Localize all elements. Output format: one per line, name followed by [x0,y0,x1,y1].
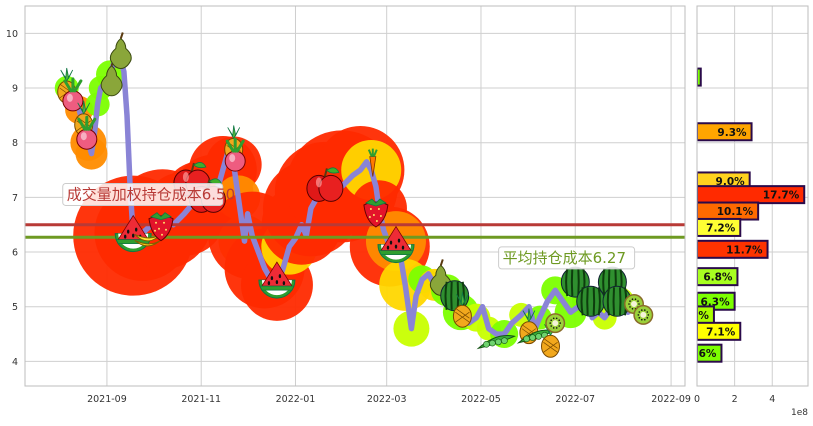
volume-bar-label: 11.7% [726,244,763,256]
volume-bar [697,122,753,142]
peapod-marker-icon [476,335,516,350]
axes-frames [24,5,809,387]
carrot-marker-icon [367,148,378,177]
watermelon-marker-icon [576,285,606,317]
y-tick-label: 8 [12,138,18,149]
side-x-tick-label: 4 [769,394,775,405]
strawberry-marker-icon [148,212,174,242]
volume-bar [697,267,739,287]
radish-marker-icon [62,77,84,112]
volume-bar-label: 17.7% [763,190,800,202]
reference-label: 成交量加权持仓成本6.50 [67,185,235,203]
side-plot-frame [696,5,809,387]
volume-profile-bars: 6.5%9.3%9.0%17.7%10.1%7.2%11.7%6.8%6.3%2… [680,67,806,363]
side-axis-multiplier: 1e8 [791,408,808,418]
radish-marker-icon [76,115,98,150]
y-tick-label: 6 [12,248,18,259]
apple-marker-icon [306,167,344,202]
x-tick-label: 2022-07 [555,394,595,405]
volume-bar-label: 6.8% [703,272,733,284]
volume-bar [697,321,742,341]
volume-bar-label: 9.0% [716,176,746,188]
reference-label-box [62,182,224,206]
volume-bar-label: 9.3% [717,127,747,139]
y-tick-label: 9 [12,84,18,95]
y-tick-label: 7 [12,193,18,204]
strawberry-marker-icon [363,198,389,228]
pear-marker-icon [109,32,132,70]
watermelon-slice-marker-icon [377,225,415,264]
x-tick-label: 2022-05 [461,394,501,405]
reference-label-box [498,246,636,270]
volume-bar-label: 2.8% [680,310,710,322]
volume-bar-label: 4.6% [687,348,717,360]
pineapple-marker-icon [452,292,472,328]
radish-marker-icon [224,137,246,172]
x-tick-label: 2022-09 [651,394,691,405]
kiwi-marker-icon [545,313,566,334]
volume-bar-label: 7.1% [706,326,736,338]
x-tick-label: 2021-09 [87,394,127,405]
main-plot-frame [24,5,686,387]
reference-label: 平均持仓成本6.27 [503,249,626,267]
volume-bar [697,67,702,87]
volume-bar [697,239,769,259]
watermelon-marker-icon [602,285,632,317]
x-tick-label: 2022-01 [276,394,316,405]
volume-bar-label: 10.1% [717,206,754,218]
side-x-tick-label: 2 [732,394,738,405]
volume-bar-label: 6.3% [701,296,731,308]
y-tick-label: 5 [12,302,18,313]
y-tick-label: 10 [6,29,18,40]
x-tick-label: 2021-11 [181,394,221,405]
axis-tick-labels: 2021-09 2021-11 2022-01 2022-03 2022-05 2022-… [6,29,808,418]
side-x-tick-label: 0 [694,394,700,405]
watermelon-slice-marker-icon [258,261,296,299]
cost-reference-labels: 成交量加权持仓成本6.50 平均持仓成本6.27 [62,182,636,270]
kiwi-marker-icon [633,304,654,325]
volume-bar-label: 7.2% [706,222,736,234]
volume-bar [697,217,742,237]
y-tick-label: 4 [12,357,18,368]
volume-bar [697,343,723,363]
x-tick-label: 2022-03 [367,394,407,405]
